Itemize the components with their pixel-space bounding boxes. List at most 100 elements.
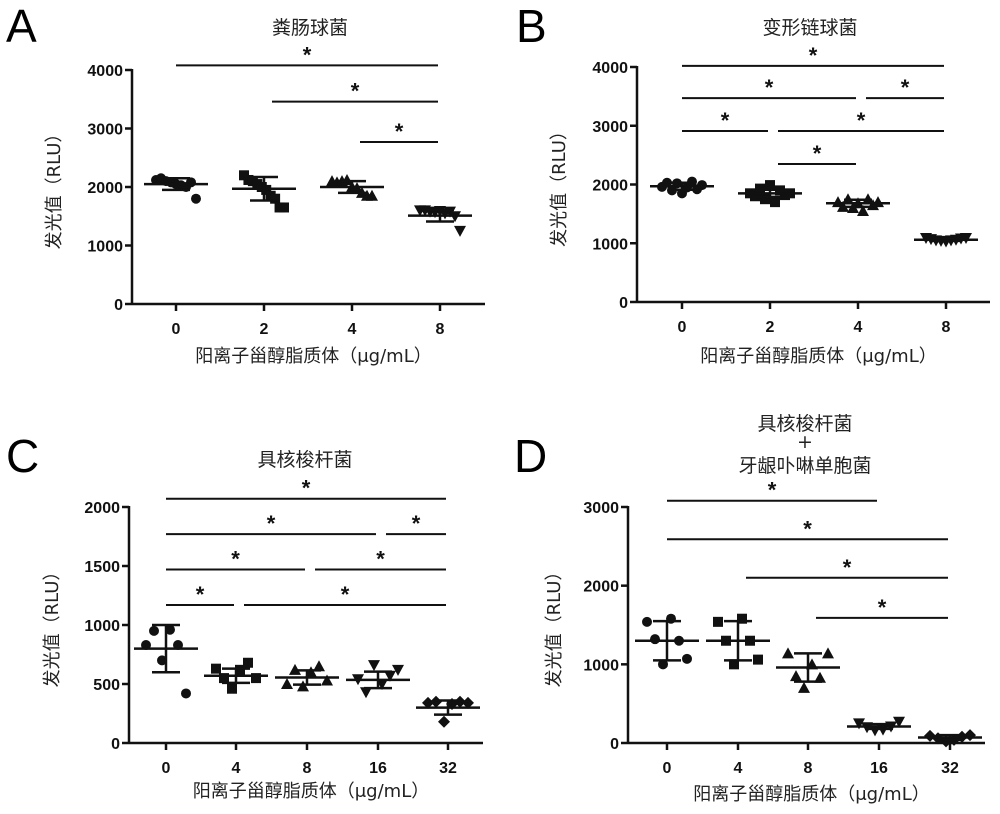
x-tick-label: 0 — [678, 319, 687, 336]
y-tick-label: 2000 — [87, 180, 123, 197]
data-point-square — [713, 616, 723, 627]
y-tick-label: 1000 — [592, 236, 628, 253]
data-point-square — [243, 657, 253, 668]
x-tick-label: 4 — [232, 760, 241, 777]
x-tick-label: 16 — [369, 760, 387, 777]
data-point-triangle-down — [368, 660, 380, 672]
x-axis-label: 阳离子甾醇脂质体（μg/mL） — [193, 781, 430, 802]
group-32 — [416, 695, 480, 728]
chart-title: 粪肠球菌 — [272, 17, 348, 39]
significance-star: * — [412, 511, 421, 536]
x-tick-label: 8 — [942, 319, 951, 336]
data-point-triangle-up — [822, 647, 834, 659]
data-point-triangle-up — [837, 200, 849, 212]
group-0 — [635, 613, 699, 670]
chart-title: 变形链球菌 — [762, 17, 857, 39]
group-8 — [408, 205, 472, 237]
significance-star: * — [857, 108, 866, 133]
data-point-diamond — [438, 715, 450, 728]
data-point-triangle-down — [960, 232, 972, 244]
y-tick-label: 0 — [111, 736, 120, 753]
x-tick-label: 16 — [870, 760, 888, 777]
y-tick-label: 2000 — [583, 579, 619, 596]
data-point-square — [227, 683, 237, 694]
y-tick-label: 1000 — [87, 239, 123, 256]
data-point-square — [729, 659, 739, 670]
chart-title: 具核梭杆菌 — [757, 413, 852, 435]
x-tick-label: 2 — [766, 319, 775, 336]
data-point-triangle-up — [281, 678, 293, 689]
x-tick-label: 0 — [172, 321, 181, 338]
y-tick-label: 1000 — [84, 618, 120, 635]
group-4 — [320, 173, 384, 201]
y-tick-label: 0 — [114, 297, 123, 314]
x-axis-label: 阳离子甾醇脂质体（μg/mL） — [700, 346, 937, 367]
data-point-circle — [181, 688, 191, 699]
group-2 — [232, 170, 296, 213]
data-point-circle — [650, 634, 660, 645]
group-8 — [275, 660, 339, 692]
data-point-square — [270, 193, 281, 204]
y-tick-label: 4000 — [592, 60, 628, 77]
chart-title: 具核梭杆菌 — [257, 449, 352, 471]
x-tick-label: 4 — [348, 321, 357, 338]
data-point-triangle-down — [853, 718, 865, 730]
y-tick-label: 2000 — [592, 178, 628, 195]
chart-title: + — [797, 431, 813, 453]
data-point-square — [219, 673, 229, 684]
data-point-circle — [682, 653, 692, 664]
data-point-square — [279, 202, 289, 213]
data-point-square — [750, 191, 760, 202]
data-point-triangle-up — [297, 680, 309, 692]
x-tick-label: 0 — [162, 760, 171, 777]
x-tick-label: 2 — [260, 321, 269, 338]
y-tick-label: 0 — [610, 736, 619, 753]
data-point-square — [770, 197, 780, 208]
x-axis-label: 阳离子甾醇脂质体（μg/mL） — [195, 346, 432, 367]
significance-star: * — [768, 478, 777, 503]
panel-d: D 具核梭杆菌+牙龈卟啉单胞菌 0 1000 2000 3000 0 4 8 16 32 阳离子甾醇脂… — [514, 413, 985, 805]
data-point-circle — [658, 659, 668, 670]
data-point-circle — [157, 655, 167, 666]
group-4 — [826, 193, 890, 216]
significance-star: * — [302, 476, 311, 501]
significance-star: * — [901, 75, 910, 100]
significance-star: * — [395, 119, 404, 144]
x-tick-label: 8 — [436, 321, 445, 338]
group-4 — [706, 613, 770, 670]
significance-star: * — [843, 555, 852, 580]
significance-star: * — [803, 516, 812, 541]
data-point-circle — [165, 624, 175, 635]
y-axis-label: 发光值（RLU） — [42, 563, 63, 688]
x-axis-label: 阳离子甾醇脂质体（μg/mL） — [693, 784, 930, 805]
group-0 — [134, 623, 198, 699]
group-0 — [650, 176, 714, 199]
significance-star: * — [809, 43, 818, 68]
panel-letter: D — [514, 430, 547, 482]
data-point-triangle-down — [384, 670, 396, 682]
data-point-triangle-down — [392, 664, 404, 676]
data-point-square — [251, 673, 261, 684]
panel-a: A 粪肠球菌 0 1000 2000 3000 4000 0 2 4 8阳离子甾醇脂质体（μg/mL… — [6, 0, 485, 367]
y-tick-label: 4000 — [87, 63, 123, 80]
significance-star: * — [813, 141, 822, 166]
data-point-triangle-up — [798, 681, 810, 693]
panel-letter: C — [6, 430, 39, 482]
data-point-triangle-up — [321, 674, 333, 686]
y-axis-label: 发光值（RLU） — [44, 125, 65, 250]
data-point-triangle-up — [313, 660, 325, 672]
data-point-square — [753, 654, 763, 665]
y-tick-label: 2000 — [84, 500, 120, 517]
group-16 — [346, 660, 410, 699]
data-point-circle — [191, 193, 201, 204]
data-point-triangle-down — [360, 687, 372, 699]
group-2 — [738, 180, 802, 208]
y-tick-label: 3000 — [583, 500, 619, 517]
group-32 — [918, 729, 982, 748]
significance-star: * — [878, 595, 887, 620]
data-point-square — [760, 194, 770, 205]
group-8 — [776, 647, 840, 693]
data-point-triangle-up — [790, 670, 802, 682]
y-axis-label: 发光值（RLU） — [549, 122, 570, 247]
